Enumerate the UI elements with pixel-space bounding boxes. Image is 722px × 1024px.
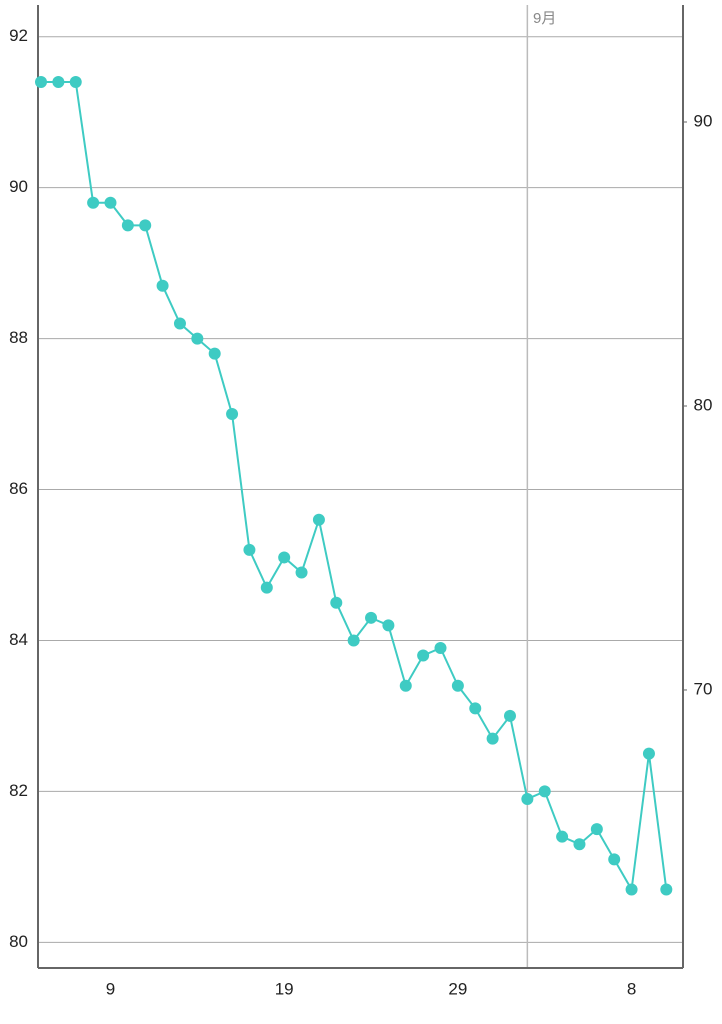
point bbox=[642, 747, 655, 760]
point bbox=[608, 853, 621, 866]
point bbox=[139, 219, 152, 232]
x-tick-label: 19 bbox=[275, 979, 294, 998]
point bbox=[312, 513, 325, 526]
point bbox=[521, 792, 534, 805]
point bbox=[538, 785, 551, 798]
x-tick-label: 8 bbox=[627, 979, 636, 998]
point bbox=[35, 75, 47, 88]
point bbox=[469, 702, 482, 715]
y-tick-label: 82 bbox=[9, 781, 28, 800]
point bbox=[399, 679, 412, 692]
point bbox=[486, 732, 499, 745]
point bbox=[382, 619, 395, 632]
point bbox=[434, 642, 447, 655]
point bbox=[104, 196, 117, 209]
point bbox=[52, 75, 65, 88]
y-tick-label: 84 bbox=[9, 630, 28, 649]
y-tick-label: 86 bbox=[9, 479, 28, 498]
point bbox=[660, 883, 673, 896]
point bbox=[173, 317, 186, 330]
y2-tick-label: 90 bbox=[694, 111, 713, 130]
point bbox=[590, 823, 603, 836]
point bbox=[278, 551, 291, 564]
y2-tick-label: 70 bbox=[694, 679, 713, 698]
point bbox=[556, 830, 569, 843]
point bbox=[347, 634, 360, 647]
point bbox=[226, 408, 239, 421]
month-label: 9月 bbox=[533, 10, 556, 27]
point bbox=[260, 581, 273, 594]
point bbox=[208, 347, 221, 360]
y-tick-label: 90 bbox=[9, 177, 28, 196]
point bbox=[330, 596, 343, 609]
point bbox=[69, 75, 82, 88]
point bbox=[573, 838, 586, 851]
point bbox=[625, 883, 638, 896]
y2-tick-label: 80 bbox=[694, 395, 713, 414]
point bbox=[451, 679, 464, 692]
point bbox=[295, 566, 308, 579]
point bbox=[87, 196, 100, 209]
x-tick-label: 9 bbox=[106, 979, 115, 998]
y-tick-label: 88 bbox=[9, 328, 28, 347]
line bbox=[41, 80, 668, 893]
point bbox=[191, 332, 204, 345]
point bbox=[243, 543, 256, 556]
point bbox=[156, 279, 169, 292]
y-tick-label: 92 bbox=[9, 26, 28, 45]
y-tick-label: 80 bbox=[9, 932, 28, 951]
point bbox=[503, 709, 516, 722]
point bbox=[365, 611, 378, 624]
x-tick-label: 29 bbox=[448, 979, 467, 998]
point bbox=[121, 219, 134, 232]
point bbox=[417, 649, 430, 662]
